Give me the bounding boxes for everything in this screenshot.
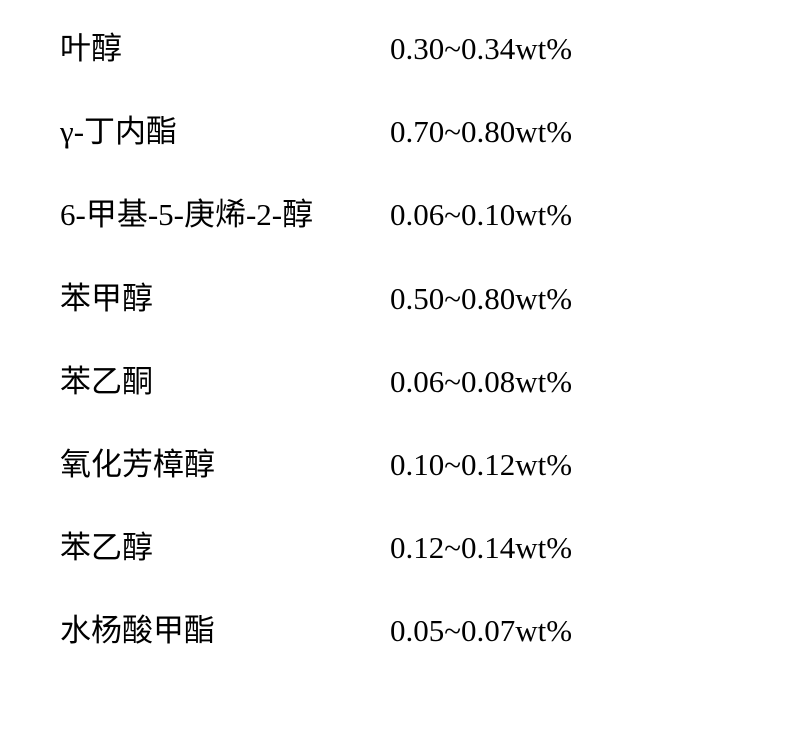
compound-range: 0.10~0.12wt% <box>390 446 572 483</box>
compound-name: 苯乙酮 <box>60 363 390 400</box>
table-row: 苯甲醇 0.50~0.80wt% <box>60 280 737 317</box>
table-row: 苯乙酮 0.06~0.08wt% <box>60 363 737 400</box>
table-row: 水杨酸甲酯 0.05~0.07wt% <box>60 612 737 649</box>
compound-range: 0.05~0.07wt% <box>390 612 572 649</box>
compound-name: 氧化芳樟醇 <box>60 446 390 483</box>
table-row: 苯乙醇 0.12~0.14wt% <box>60 529 737 566</box>
compound-range: 0.12~0.14wt% <box>390 529 572 566</box>
compound-range: 0.06~0.08wt% <box>390 363 572 400</box>
compound-name: 叶醇 <box>60 30 390 67</box>
compound-name: 6-甲基-5-庚烯-2-醇 <box>60 196 390 233</box>
compound-name: 苯甲醇 <box>60 280 390 317</box>
composition-list: 叶醇 0.30~0.34wt% γ-丁内酯 0.70~0.80wt% 6-甲基-… <box>0 0 787 680</box>
compound-range: 0.30~0.34wt% <box>390 30 572 67</box>
table-row: γ-丁内酯 0.70~0.80wt% <box>60 113 737 150</box>
compound-range: 0.50~0.80wt% <box>390 280 572 317</box>
compound-name: 苯乙醇 <box>60 529 390 566</box>
table-row: 氧化芳樟醇 0.10~0.12wt% <box>60 446 737 483</box>
compound-name: 水杨酸甲酯 <box>60 612 390 649</box>
compound-range: 0.70~0.80wt% <box>390 113 572 150</box>
table-row: 叶醇 0.30~0.34wt% <box>60 30 737 67</box>
compound-name: γ-丁内酯 <box>60 113 390 150</box>
compound-range: 0.06~0.10wt% <box>390 196 572 233</box>
table-row: 6-甲基-5-庚烯-2-醇 0.06~0.10wt% <box>60 196 737 233</box>
